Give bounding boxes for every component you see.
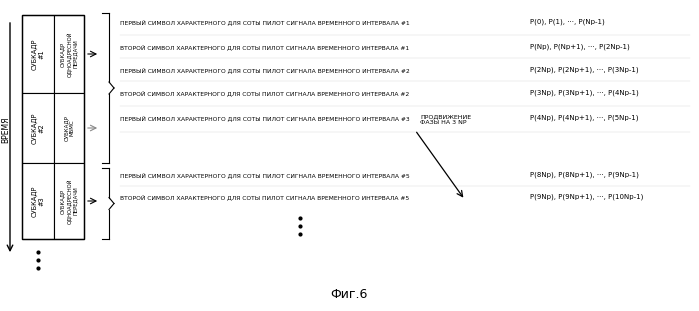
Text: Фиг.6: Фиг.6 (331, 289, 368, 301)
Text: ПРОДВИЖЕНИЕ
ФАЗЫ НА 3 NP: ПРОДВИЖЕНИЕ ФАЗЫ НА 3 NP (420, 114, 471, 125)
Text: СУБКАДР
#2: СУБКАДР #2 (31, 112, 45, 144)
Text: ВРЕМЯ: ВРЕМЯ (1, 117, 10, 143)
Text: ПЕРВЫЙ СИМВОЛ ХАРАКТЕРНОГО ДЛЯ СОТЫ ПИЛОТ СИГНАЛА ВРЕМЕННОГО ИНТЕРВАЛА #1: ПЕРВЫЙ СИМВОЛ ХАРАКТЕРНОГО ДЛЯ СОТЫ ПИЛО… (120, 19, 410, 25)
Text: ВТОРОЙ СИМВОЛ ХАРАКТЕРНОГО ДЛЯ СОТЫ ПИЛОТ СИГНАЛА ВРЕМЕННОГО ИНТЕРВАЛА #1: ВТОРОЙ СИМВОЛ ХАРАКТЕРНОГО ДЛЯ СОТЫ ПИЛО… (120, 44, 409, 50)
Text: P(4Np), P(4Np+1), ···, P(5Np-1): P(4Np), P(4Np+1), ···, P(5Np-1) (530, 115, 638, 121)
Text: СУБКАДР
ОДНОАДРЕСНОЙ
ПЕРЕДАЧИ: СУБКАДР ОДНОАДРЕСНОЙ ПЕРЕДАЧИ (60, 31, 78, 77)
Bar (22, 15, 54, 93)
Text: СУБКАДР
#3: СУБКАДР #3 (31, 185, 45, 217)
Text: ВТОРОЙ СИМВОЛ ХАРАКТЕРНОГО ДЛЯ СОТЫ ПИЛОТ СИГНАЛА ВРЕМЕННОГО ИНТЕРВАЛА #5: ВТОРОЙ СИМВОЛ ХАРАКТЕРНОГО ДЛЯ СОТЫ ПИЛО… (120, 194, 409, 200)
Text: P(2Np), P(2Np+1), ···, P(3Np-1): P(2Np), P(2Np+1), ···, P(3Np-1) (530, 67, 639, 73)
Text: P(0), P(1), ···, P(Np-1): P(0), P(1), ···, P(Np-1) (530, 19, 605, 25)
Text: P(9Np), P(9Np+1), ···, P(10Np-1): P(9Np), P(9Np+1), ···, P(10Np-1) (530, 194, 643, 200)
Bar (54, 15, 84, 93)
Bar (54, 163, 84, 239)
Bar (22, 15, 84, 239)
Text: P(8Np), P(8Np+1), ···, P(9Np-1): P(8Np), P(8Np+1), ···, P(9Np-1) (530, 172, 639, 178)
Text: ПЕРВЫЙ СИМВОЛ ХАРАКТЕРНОГО ДЛЯ СОТЫ ПИЛОТ СИГНАЛА ВРЕМЕННОГО ИНТЕРВАЛА #5: ПЕРВЫЙ СИМВОЛ ХАРАКТЕРНОГО ДЛЯ СОТЫ ПИЛО… (120, 172, 410, 178)
Text: P(3Np), P(3Np+1), ···, P(4Np-1): P(3Np), P(3Np+1), ···, P(4Np-1) (530, 90, 639, 96)
Bar (54, 93, 84, 163)
Bar (22, 93, 54, 163)
Text: ВТОРОЙ СИМВОЛ ХАРАКТЕРНОГО ДЛЯ СОТЫ ПИЛОТ СИГНАЛА ВРЕМЕННОГО ИНТЕРВАЛА #2: ВТОРОЙ СИМВОЛ ХАРАКТЕРНОГО ДЛЯ СОТЫ ПИЛО… (120, 90, 409, 96)
Text: СУБКАДР
МБМС: СУБКАДР МБМС (64, 115, 74, 141)
Text: ПЕРВЫЙ СИМВОЛ ХАРАКТЕРНОГО ДЛЯ СОТЫ ПИЛОТ СИГНАЛА ВРЕМЕННОГО ИНТЕРВАЛА #2: ПЕРВЫЙ СИМВОЛ ХАРАКТЕРНОГО ДЛЯ СОТЫ ПИЛО… (120, 67, 410, 73)
Text: СУБКАДР
ОДНОАДРЕСНОЙ
ПЕРЕДАЧИ: СУБКАДР ОДНОАДРЕСНОЙ ПЕРЕДАЧИ (60, 178, 78, 224)
Bar (22, 163, 54, 239)
Text: P(Np), P(Np+1), ···, P(2Np-1): P(Np), P(Np+1), ···, P(2Np-1) (530, 44, 630, 50)
Text: ПЕРВЫЙ СИМВОЛ ХАРАКТЕРНОГО ДЛЯ СОТЫ ПИЛОТ СИГНАЛА ВРЕМЕННОГО ИНТЕРВАЛА #3: ПЕРВЫЙ СИМВОЛ ХАРАКТЕРНОГО ДЛЯ СОТЫ ПИЛО… (120, 115, 410, 121)
Text: СУБКАДР
#1: СУБКАДР #1 (31, 38, 45, 70)
